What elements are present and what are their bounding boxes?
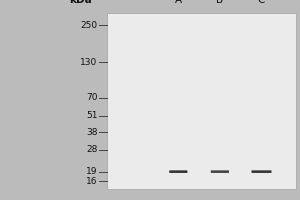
Text: A: A [175,0,182,5]
Text: 250: 250 [80,21,98,30]
FancyBboxPatch shape [251,170,272,173]
Text: C: C [258,0,265,5]
Text: kDa: kDa [69,0,92,5]
Text: 51: 51 [86,111,98,120]
FancyBboxPatch shape [211,170,229,173]
Text: 38: 38 [86,128,98,137]
FancyBboxPatch shape [169,170,188,173]
Text: 16: 16 [86,177,98,186]
Text: 28: 28 [86,145,98,154]
FancyBboxPatch shape [106,13,296,189]
Text: 130: 130 [80,58,98,67]
Text: 70: 70 [86,93,98,102]
Text: B: B [216,0,224,5]
Text: 19: 19 [86,167,98,176]
